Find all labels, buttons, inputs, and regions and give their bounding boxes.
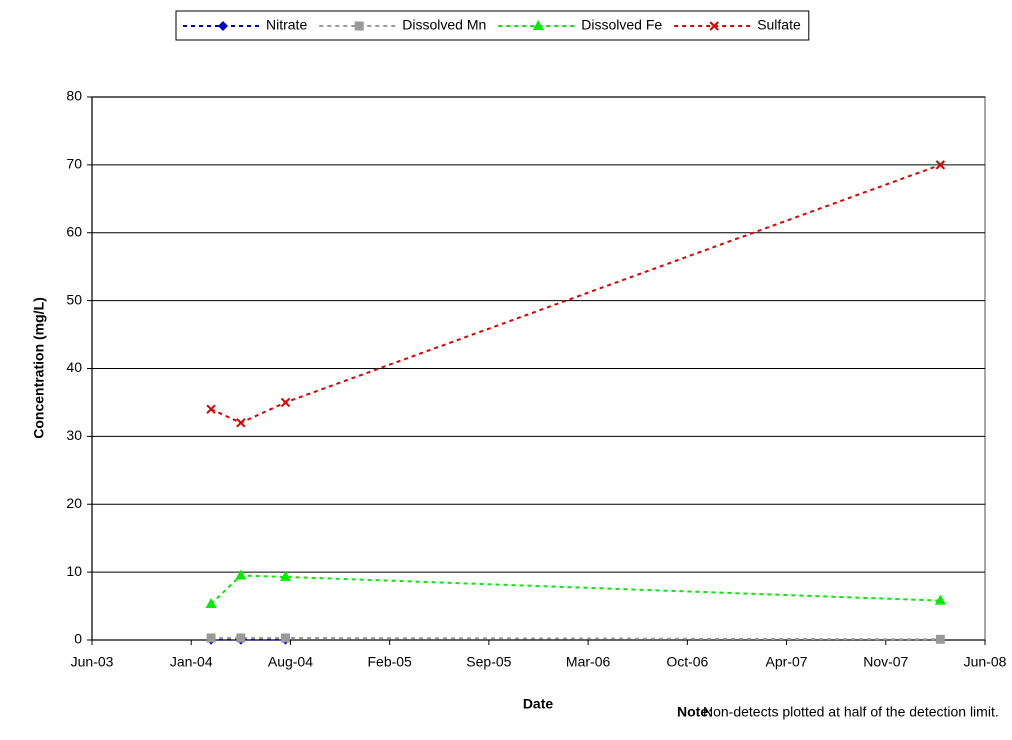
- marker: [236, 418, 246, 428]
- y-tick-label: 80: [66, 88, 82, 104]
- y-tick-label: 10: [66, 563, 82, 579]
- marker: [532, 20, 544, 30]
- x-tick-label: Jan-04: [170, 654, 213, 670]
- marker: [935, 160, 946, 170]
- marker: [280, 633, 290, 643]
- marker: [206, 404, 216, 414]
- marker: [934, 594, 946, 605]
- series-line: [210, 163, 941, 424]
- x-axis-label: Date: [523, 696, 554, 712]
- y-tick-label: 50: [66, 291, 82, 307]
- x-tick-label: Apr-07: [766, 654, 808, 670]
- marker: [206, 633, 216, 643]
- legend-box: [175, 10, 810, 41]
- legend-label: Nitrate: [266, 17, 307, 33]
- y-tick-label: 40: [66, 359, 82, 375]
- y-tick-label: 70: [66, 156, 82, 172]
- series-line: [211, 636, 941, 641]
- y-tick-label: 0: [74, 631, 82, 647]
- marker: [280, 397, 291, 408]
- legend-label: Sulfate: [757, 17, 801, 33]
- note: Non-detects plotted at half of the detec…: [703, 704, 999, 720]
- legend: Nitrate Dissolved Mn Dissolved Fe Sulfate: [175, 10, 810, 41]
- marker: [279, 570, 291, 581]
- marker: [235, 569, 247, 580]
- y-tick-label: 30: [66, 427, 82, 443]
- x-tick-label: Nov-07: [863, 654, 908, 670]
- x-tick-label: Oct-06: [666, 654, 708, 670]
- note-label: Note:: [677, 704, 713, 720]
- x-tick-label: Mar-06: [566, 654, 611, 670]
- marker: [709, 21, 719, 31]
- y-tick-label: 60: [66, 223, 82, 239]
- x-tick-label: Sep-05: [466, 654, 511, 670]
- y-axis-label: Concentration (mg/L): [31, 297, 47, 439]
- marker: [205, 598, 217, 609]
- marker: [236, 633, 246, 643]
- legend-label: Dissolved Mn: [402, 17, 486, 33]
- y-tick-label: 20: [66, 495, 82, 511]
- x-tick-label: Feb-05: [367, 654, 412, 670]
- x-tick-label: Jun-08: [964, 654, 1007, 670]
- legend-label: Dissolved Fe: [581, 17, 662, 33]
- marker: [354, 21, 364, 31]
- x-tick-label: Aug-04: [268, 654, 313, 670]
- marker: [218, 21, 228, 31]
- x-tick-label: Jun-03: [71, 654, 114, 670]
- marker: [935, 634, 945, 644]
